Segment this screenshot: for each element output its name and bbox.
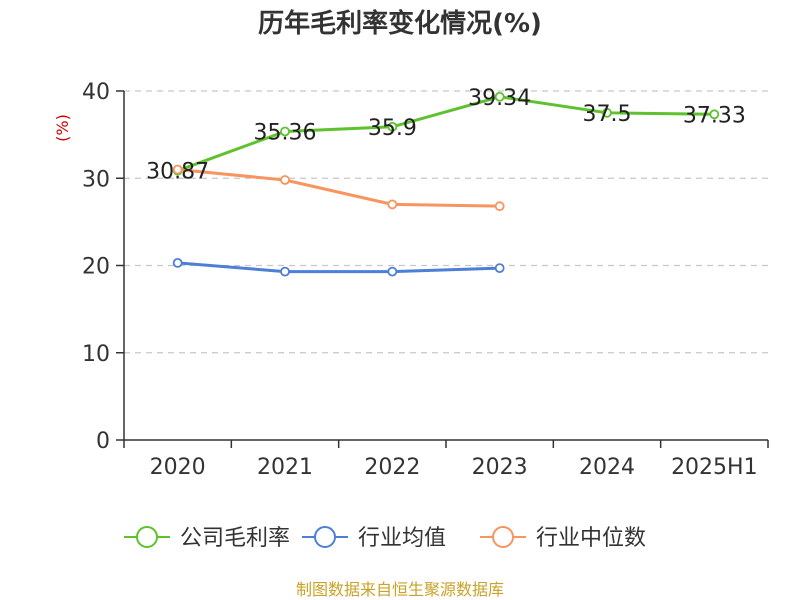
point-1-1 bbox=[280, 266, 290, 277]
legend-item-0: 公司毛利率 bbox=[180, 526, 290, 551]
x-tick-label-2021: 2021 bbox=[257, 455, 313, 480]
legend-marker-1 bbox=[314, 526, 336, 548]
x-tick-label-2022: 2022 bbox=[364, 455, 420, 480]
y-tick-label-0: 0 bbox=[96, 429, 110, 454]
source-note: 制图数据来自恒生聚源数据库 bbox=[296, 580, 504, 599]
point-1-0 bbox=[172, 257, 183, 268]
point-1-2 bbox=[387, 266, 398, 277]
data-labels: 30.87 35.36 35.9 39.34 37.5 37.33 bbox=[146, 86, 746, 185]
point-1-3 bbox=[494, 263, 505, 274]
series-line-0 bbox=[177, 95, 715, 173]
axes: 0 10 20 30 40 2020 2021 2022 2023 2024 2025H1 bbox=[82, 80, 769, 480]
point-2-2 bbox=[387, 199, 398, 210]
legend: 公司毛利率 行业均值 行业中位数 bbox=[124, 526, 646, 551]
x-tick-label-2023: 2023 bbox=[472, 455, 528, 480]
data-label-0-1: 35.36 bbox=[254, 120, 317, 145]
legend-marker-2 bbox=[492, 526, 514, 548]
chart-title: 历年毛利率变化情况(%) bbox=[258, 8, 542, 39]
series-line-2 bbox=[177, 168, 500, 208]
data-label-0-3: 39.34 bbox=[468, 86, 531, 111]
y-tick-label-20: 20 bbox=[82, 255, 110, 280]
y-axis-label: (%) bbox=[53, 114, 72, 142]
point-2-0 bbox=[172, 164, 183, 175]
data-label-0-5: 37.33 bbox=[683, 103, 746, 128]
data-label-0-2: 35.9 bbox=[368, 116, 417, 141]
series-layer bbox=[172, 91, 720, 277]
point-0-5 bbox=[709, 109, 720, 120]
grid bbox=[124, 90, 768, 354]
x-tick-label-2024: 2024 bbox=[579, 455, 635, 480]
point-0-3 bbox=[494, 91, 505, 102]
point-0-4 bbox=[602, 107, 612, 118]
x-tick-label-2025H1: 2025H1 bbox=[671, 455, 758, 480]
legend-marker-0 bbox=[136, 526, 158, 548]
data-label-0-0: 30.87 bbox=[146, 160, 209, 185]
y-tick-label-10: 10 bbox=[82, 342, 110, 367]
point-2-3 bbox=[494, 201, 505, 212]
point-0-1 bbox=[280, 126, 290, 137]
legend-item-2: 行业中位数 bbox=[536, 526, 646, 551]
point-2-1 bbox=[280, 175, 290, 185]
data-label-0-4: 37.5 bbox=[583, 102, 632, 127]
series-line-1 bbox=[177, 261, 500, 274]
y-tick-label-40: 40 bbox=[82, 80, 110, 105]
point-0-2 bbox=[387, 121, 398, 132]
x-tick-label-2020: 2020 bbox=[150, 455, 206, 480]
y-tick-label-30: 30 bbox=[82, 167, 110, 192]
legend-item-1: 行业均值 bbox=[358, 526, 446, 551]
